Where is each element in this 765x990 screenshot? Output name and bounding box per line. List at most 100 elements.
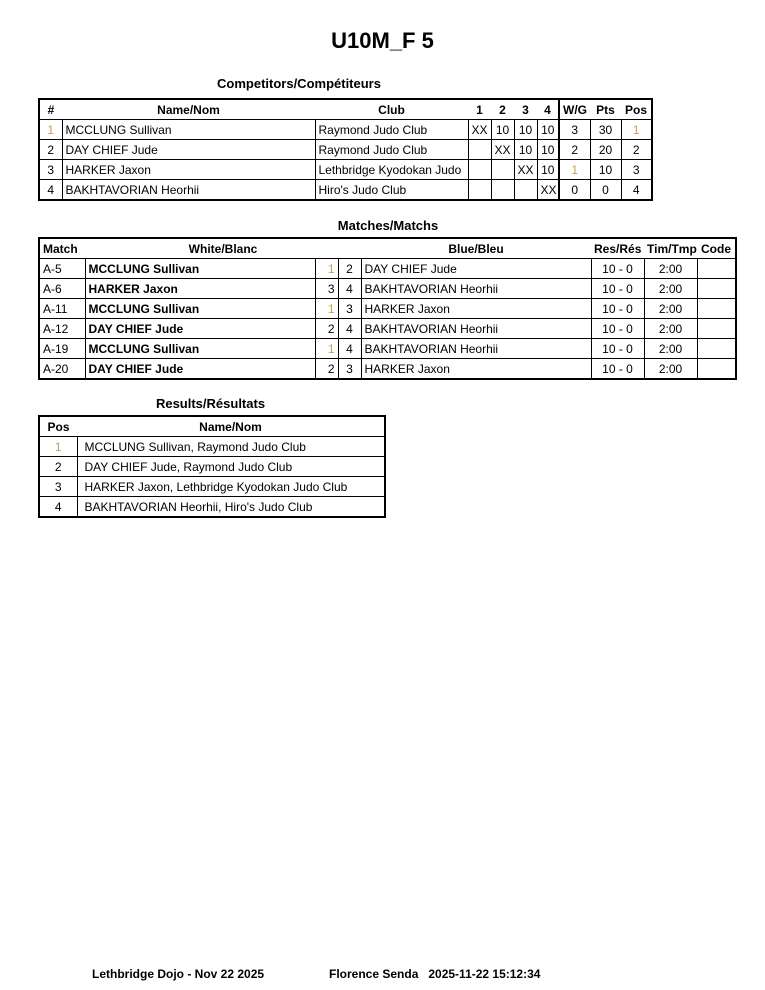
match-cell: 3 xyxy=(337,298,362,319)
competitor-cell: 4 xyxy=(620,179,653,201)
column-header: # xyxy=(39,99,62,120)
competitor-cell: Raymond Judo Club xyxy=(314,139,469,160)
match-row: A-6 HARKER Jaxon 3 4 BAKHTAVORIAN Heorhii 10 … xyxy=(38,278,737,299)
match-cell: 2 xyxy=(337,258,362,279)
column-header: White/Blanc xyxy=(85,238,361,259)
match-cell: 10 - 0 xyxy=(590,258,645,279)
match-row: A-12 DAY CHIEF Jude 2 4 BAKHTAVORIAN Heorhii… xyxy=(38,318,737,339)
competitor-cell: Raymond Judo Club xyxy=(314,119,469,140)
competitor-cell: 1 xyxy=(620,119,653,140)
match-cell: 2:00 xyxy=(643,318,698,339)
competitor-cell: XX xyxy=(490,139,515,160)
match-cell: DAY CHIEF Jude xyxy=(84,318,316,339)
match-cell: MCCLUNG Sullivan xyxy=(84,338,316,359)
match-cell: A-6 xyxy=(38,278,86,299)
competitor-cell: HARKER Jaxon xyxy=(61,159,316,180)
match-row: A-19 MCCLUNG Sullivan 1 4 BAKHTAVORIAN Heorh… xyxy=(38,338,737,359)
competitor-cell xyxy=(467,159,492,180)
competitor-row: 3 HARKER Jaxon Lethbridge Kyodokan Judo XX 1… xyxy=(38,159,653,180)
competitor-cell: 3 xyxy=(620,159,653,180)
match-cell: 10 - 0 xyxy=(590,338,645,359)
column-header: 4 xyxy=(537,99,560,120)
match-cell: 2:00 xyxy=(643,258,698,279)
match-cell: 2:00 xyxy=(643,358,698,380)
match-cell: HARKER Jaxon xyxy=(360,298,592,319)
competitor-cell: 10 xyxy=(513,139,538,160)
competitor-row: 2 DAY CHIEF Jude Raymond Judo Club XX 10 10 2 2… xyxy=(38,139,653,160)
match-cell: BAKHTAVORIAN Heorhii xyxy=(360,318,592,339)
match-cell: 3 xyxy=(314,278,339,299)
results-heading: Results/Résultats xyxy=(155,396,266,411)
match-cell: 10 - 0 xyxy=(590,358,645,380)
competitor-cell: 20 xyxy=(589,139,622,160)
match-cell xyxy=(696,298,737,319)
match-row: A-5 MCCLUNG Sullivan 1 2 DAY CHIEF Jude 10 - … xyxy=(38,258,737,279)
competitor-cell: 2 xyxy=(38,139,63,160)
match-cell: BAKHTAVORIAN Heorhii xyxy=(360,338,592,359)
competitor-cell: 10 xyxy=(513,119,538,140)
competitor-cell: 10 xyxy=(589,159,622,180)
competitors-table: # Name/Nom Club 1 2 3 4 W/G Pts Pos 1 MCCLUNG Sulli… xyxy=(38,98,653,201)
result-cell: 2 xyxy=(38,456,78,477)
match-cell: A-5 xyxy=(38,258,86,279)
competitor-cell: 4 xyxy=(38,179,63,201)
footer-event: Lethbridge Dojo - Nov 22 2025 xyxy=(92,967,265,981)
competitor-cell xyxy=(513,179,538,201)
competitor-cell xyxy=(467,179,492,201)
match-cell: A-19 xyxy=(38,338,86,359)
result-cell: BAKHTAVORIAN Heorhii, Hiro's Judo Club xyxy=(76,496,386,518)
results-table: Pos Name/Nom 1 MCCLUNG Sullivan, Raymond Ju… xyxy=(38,415,386,518)
competitor-cell: MCCLUNG Sullivan xyxy=(61,119,316,140)
match-cell: A-12 xyxy=(38,318,86,339)
match-cell: 10 - 0 xyxy=(590,318,645,339)
matches-table: Match White/Blanc Blue/Bleu Res/Rés Tim/Tmp C… xyxy=(38,237,737,380)
match-cell: A-20 xyxy=(38,358,86,380)
matches-heading: Matches/Matchs xyxy=(337,218,439,233)
competitor-cell: XX xyxy=(467,119,492,140)
match-cell: 4 xyxy=(337,318,362,339)
match-cell: 1 xyxy=(314,338,339,359)
competitor-cell xyxy=(490,159,515,180)
match-cell: 3 xyxy=(337,358,362,380)
match-cell: 2:00 xyxy=(643,338,698,359)
match-cell: 1 xyxy=(314,258,339,279)
result-cell: DAY CHIEF Jude, Raymond Judo Club xyxy=(76,456,386,477)
match-cell: A-11 xyxy=(38,298,86,319)
competitor-cell: 10 xyxy=(536,159,560,180)
match-cell: MCCLUNG Sullivan xyxy=(84,298,316,319)
competitor-cell: 0 xyxy=(558,179,591,201)
competitor-cell: 2 xyxy=(558,139,591,160)
result-cell: HARKER Jaxon, Lethbridge Kyodokan Judo C… xyxy=(76,476,386,497)
match-row: A-20 DAY CHIEF Jude 2 3 HARKER Jaxon 10 - 0 2:… xyxy=(38,358,737,380)
match-cell: DAY CHIEF Jude xyxy=(84,358,316,380)
competitor-cell: BAKHTAVORIAN Heorhii xyxy=(61,179,316,201)
result-row: 3 HARKER Jaxon, Lethbridge Kyodokan Judo … xyxy=(38,476,386,497)
competitor-cell xyxy=(490,179,515,201)
column-header: Blue/Bleu xyxy=(361,238,591,259)
column-header: 3 xyxy=(514,99,537,120)
competitor-cell: 30 xyxy=(589,119,622,140)
competitor-cell: Hiro's Judo Club xyxy=(314,179,469,201)
match-cell: 2 xyxy=(314,318,339,339)
competitor-cell: 10 xyxy=(536,119,560,140)
competitor-cell: 1 xyxy=(38,119,63,140)
column-header: Tim/Tmp xyxy=(644,238,697,259)
match-cell: HARKER Jaxon xyxy=(360,358,592,380)
match-cell: BAKHTAVORIAN Heorhii xyxy=(360,278,592,299)
column-header: W/G xyxy=(559,99,590,120)
competitors-heading: Competitors/Compétiteurs xyxy=(217,76,381,91)
competitor-cell: XX xyxy=(536,179,560,201)
column-header: Name/Nom xyxy=(62,99,315,120)
column-header: Match xyxy=(39,238,85,259)
column-header: Club xyxy=(315,99,468,120)
column-header: Pos xyxy=(621,99,652,120)
competitor-row: 1 MCCLUNG Sullivan Raymond Judo Club XX 10 10… xyxy=(38,119,653,140)
column-header: 2 xyxy=(491,99,514,120)
column-header: Pts xyxy=(590,99,621,120)
match-cell: 2:00 xyxy=(643,298,698,319)
competitor-cell xyxy=(467,139,492,160)
match-cell: DAY CHIEF Jude xyxy=(360,258,592,279)
footer-author-timestamp: Florence Senda 2025-11-22 15:12:34 xyxy=(329,967,541,981)
competitor-cell: 2 xyxy=(620,139,653,160)
